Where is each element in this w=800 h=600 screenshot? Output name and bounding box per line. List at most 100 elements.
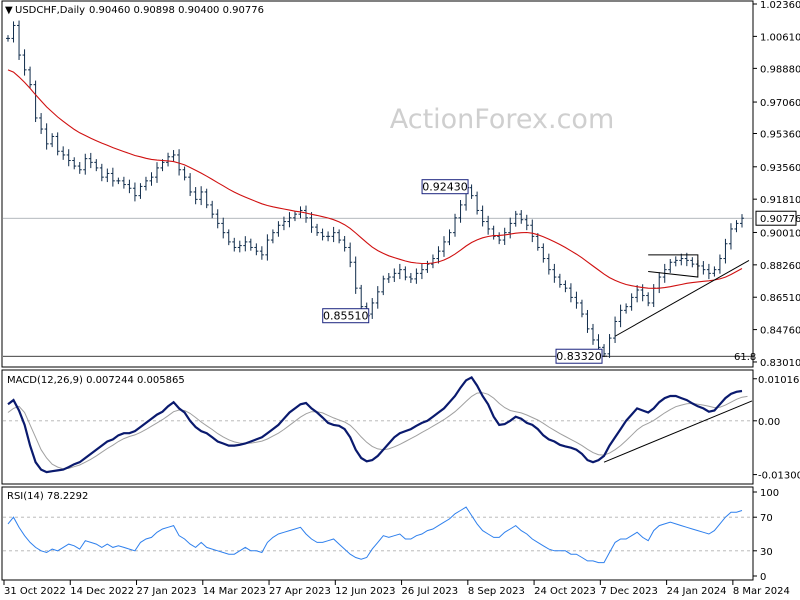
price-bar xyxy=(590,323,595,345)
price-bar xyxy=(22,49,27,76)
price-bar xyxy=(480,205,485,227)
rsi-tick-label: 70 xyxy=(760,513,773,524)
callout-text: 0.85510 xyxy=(323,310,369,323)
rsi-plot xyxy=(3,506,752,564)
price-bar xyxy=(690,257,695,268)
price-bar xyxy=(155,162,160,183)
price-bar xyxy=(728,223,733,250)
price-bar xyxy=(243,236,248,252)
rsi-line xyxy=(7,506,743,564)
macd-tick-label: 0.00 xyxy=(758,417,780,428)
callout-text: 0.92430 xyxy=(422,181,468,194)
price-bar xyxy=(585,309,590,333)
price-bar xyxy=(320,228,325,241)
price-bar xyxy=(33,80,38,123)
price-bar xyxy=(121,176,126,189)
price-bar xyxy=(430,254,435,269)
price-bar xyxy=(469,184,474,199)
price-bar xyxy=(138,183,143,199)
collapse-arrow-icon[interactable]: ▼ xyxy=(5,5,13,16)
price-bar xyxy=(182,166,187,181)
price-bar xyxy=(88,152,93,169)
price-bar xyxy=(513,210,518,227)
price-bar xyxy=(315,223,320,236)
price-bar xyxy=(188,173,193,197)
price-panel xyxy=(1,0,754,368)
price-bar xyxy=(712,266,717,277)
price-bar xyxy=(281,216,286,231)
callout-text: 0.83320 xyxy=(556,350,602,363)
price-bar xyxy=(491,225,496,240)
price-bar xyxy=(166,152,171,167)
price-bar xyxy=(624,303,629,314)
price-bar xyxy=(557,273,562,288)
price-bar xyxy=(11,21,16,43)
date-tick-label: 27 Apr 2023 xyxy=(269,586,331,597)
price-bar xyxy=(94,159,99,172)
price-bar xyxy=(99,163,104,182)
price-bar xyxy=(629,293,634,311)
date-tick-label: 8 Sep 2023 xyxy=(468,586,525,597)
date-tick-label: 14 Dec 2022 xyxy=(70,586,134,597)
price-bar xyxy=(425,260,430,273)
price-bar xyxy=(370,298,375,319)
price-tick-label: 0.98880 xyxy=(760,64,800,75)
price-bar xyxy=(607,334,612,358)
price-bar xyxy=(132,182,137,202)
rsi-tick-label: 0 xyxy=(760,572,766,583)
price-bar xyxy=(563,280,568,293)
price-bar xyxy=(651,284,656,308)
price-tick-label: 0.97060 xyxy=(760,98,800,109)
price-bar xyxy=(127,179,132,194)
price-bar xyxy=(403,266,408,281)
rsi-tick-label: 100 xyxy=(760,488,779,499)
price-bar xyxy=(77,161,82,174)
price-bar xyxy=(204,188,209,209)
price-bar xyxy=(392,268,397,282)
rsi-panel xyxy=(1,486,754,581)
moving-average-line xyxy=(7,69,743,289)
price-title: USDCHF,Daily xyxy=(15,5,85,16)
price-bar xyxy=(17,20,22,60)
price-bar xyxy=(326,231,331,242)
price-tick-label: 0.84760 xyxy=(760,326,800,337)
price-bar xyxy=(723,238,728,264)
price-bar xyxy=(734,220,739,233)
price-bar xyxy=(375,286,380,309)
price-bar xyxy=(309,212,314,233)
price-bar xyxy=(199,186,204,206)
macd-plot xyxy=(3,375,753,474)
price-bar xyxy=(292,210,297,222)
macd-main-line xyxy=(7,375,743,474)
price-bar xyxy=(574,291,579,309)
price-bar xyxy=(453,213,458,237)
price-bar xyxy=(635,285,640,303)
price-bar xyxy=(447,229,452,246)
price-bar xyxy=(541,243,546,263)
current-price-tag xyxy=(755,210,797,226)
price-bar xyxy=(441,236,446,257)
price-bar xyxy=(646,292,651,307)
price-bar xyxy=(226,229,231,246)
price-bar xyxy=(519,210,524,224)
date-tick-label: 27 Jan 2023 xyxy=(137,586,197,597)
price-bar xyxy=(28,66,33,88)
date-tick-label: 14 Mar 2023 xyxy=(203,586,266,597)
price-bar xyxy=(116,177,121,185)
price-bar xyxy=(740,214,744,228)
price-bar xyxy=(50,133,55,148)
price-plot: 0.92430 0.85510 0.83320 xyxy=(3,20,752,364)
price-bar xyxy=(61,146,66,160)
price-tick-label: 0.90010 xyxy=(760,228,800,239)
date-tick-label: 24 Oct 2023 xyxy=(534,586,596,597)
callout-box xyxy=(555,348,603,364)
price-bar xyxy=(270,229,275,244)
price-bar xyxy=(524,214,529,231)
consolidation-box xyxy=(648,254,699,278)
price-bar xyxy=(171,150,176,162)
macd-signal-line xyxy=(7,392,748,470)
price-bar xyxy=(39,113,44,134)
price-bar xyxy=(110,167,115,187)
price-bar xyxy=(419,263,424,280)
price-bar xyxy=(359,284,364,310)
